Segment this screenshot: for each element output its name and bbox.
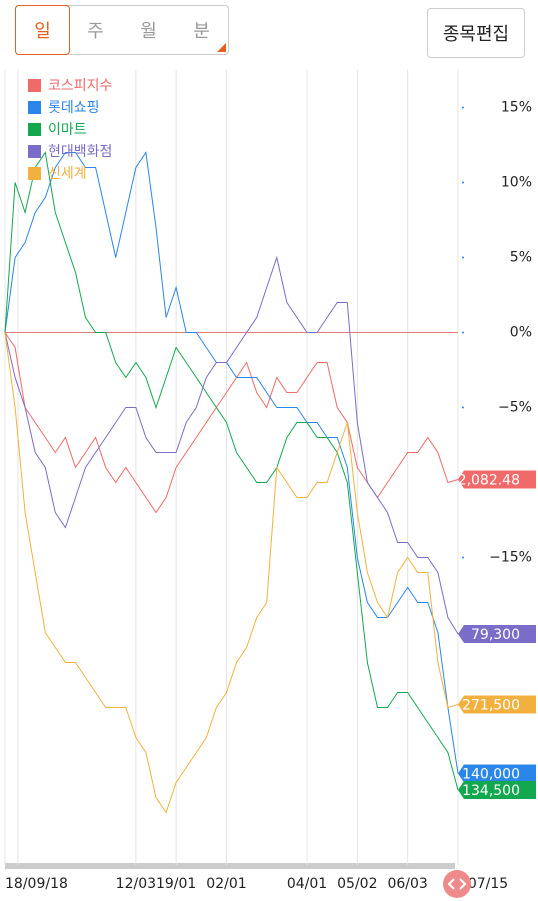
x-tick-label: 07/15 <box>468 876 508 892</box>
legend-swatch <box>28 79 41 92</box>
scroll-icon <box>447 878 467 890</box>
tab[interactable]: 일 <box>15 5 70 55</box>
legend-label: 코스피지수 <box>48 78 113 94</box>
y-tick-label: 15% <box>501 100 532 116</box>
tab[interactable]: 분 <box>193 21 210 42</box>
y-tick-label: 10% <box>501 175 532 191</box>
legend-label: 롯데쇼핑 <box>48 100 100 116</box>
line <box>4 332 459 814</box>
tick-mark <box>462 556 464 559</box>
end-badge <box>458 695 536 714</box>
end-label: 79,300 <box>471 627 520 643</box>
end-badge <box>458 764 536 783</box>
y-tick-label: −5% <box>498 400 532 416</box>
scroll-handle[interactable] <box>443 870 471 898</box>
y-tick-label: −15% <box>489 550 532 566</box>
legend-label: 신세계 <box>48 166 87 182</box>
end-badge <box>458 781 536 799</box>
line <box>4 151 459 774</box>
legend-swatch <box>28 167 41 180</box>
end-label: 140,000 <box>462 767 520 783</box>
tick-mark <box>462 256 464 259</box>
line <box>4 151 459 791</box>
x-tick-label: 04/01 <box>287 876 327 892</box>
edit-button[interactable]: 종목편집 <box>427 8 525 58</box>
legend-swatch <box>28 123 41 136</box>
x-tick-label: 12/03 <box>116 876 156 892</box>
corner-mark <box>217 43 226 52</box>
tick-mark <box>462 406 464 409</box>
y-tick-label: 5% <box>510 250 532 266</box>
x-tick-label: 19/01 <box>156 876 196 892</box>
end-badge <box>458 625 536 643</box>
x-tick-label: 18/09/18 <box>5 876 68 892</box>
tick-mark <box>462 181 464 184</box>
tick-mark <box>462 331 464 334</box>
y-tick-label: 0% <box>510 325 532 341</box>
end-label: 271,500 <box>462 698 520 714</box>
x-tick-label: 06/03 <box>387 876 427 892</box>
legend-swatch <box>28 101 41 114</box>
scrollbar[interactable] <box>5 863 455 869</box>
x-tick-label: 05/02 <box>337 876 377 892</box>
line <box>4 255 459 635</box>
tab[interactable]: 월 <box>140 21 157 42</box>
period-tabs: 일 주 월 분 <box>15 5 229 55</box>
end-label: 134,500 <box>462 783 520 799</box>
tab[interactable]: 주 <box>87 21 104 42</box>
x-tick-label: 02/01 <box>206 876 246 892</box>
legend-label: 이마트 <box>48 122 87 138</box>
legend-label: 현대백화점 <box>48 144 112 160</box>
line <box>4 332 459 514</box>
tick-mark <box>462 106 464 109</box>
end-badge <box>458 470 536 489</box>
end-label: 2,082.48 <box>458 473 520 489</box>
legend-swatch <box>28 145 41 158</box>
